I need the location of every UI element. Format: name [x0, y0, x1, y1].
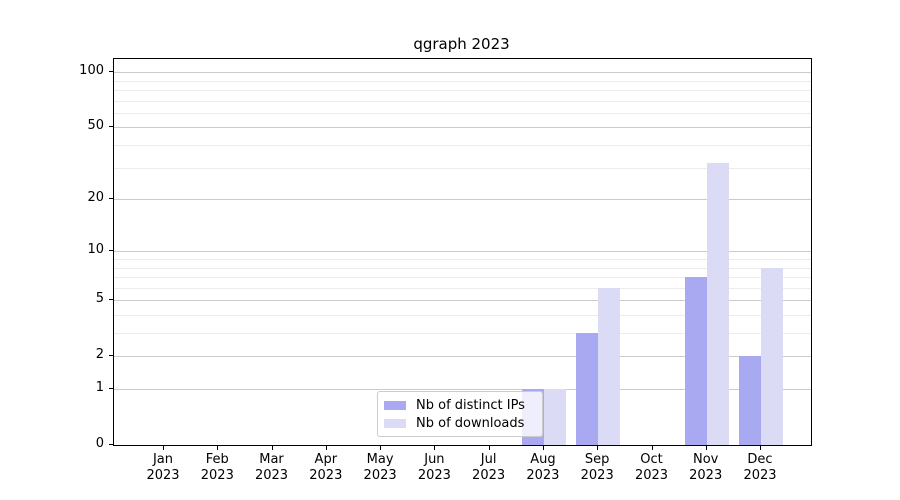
- gridline-minor: [114, 113, 811, 114]
- x-axis-tick-label: Apr 2023: [296, 452, 356, 484]
- y-axis-tick-label: 1: [95, 380, 104, 395]
- x-axis-tick-label: Oct 2023: [622, 452, 682, 484]
- legend-item-downloads: Nb of downloads: [384, 414, 536, 432]
- x-axis-tick-year: 2023: [472, 468, 506, 483]
- gridline-major: [114, 300, 811, 302]
- bar-distinct-ips: [684, 277, 707, 445]
- legend-label-distinct-ips: Nb of distinct IPs: [416, 397, 525, 413]
- y-axis-tick-label: 2: [95, 347, 104, 363]
- legend-swatch-distinct-ips-icon: [384, 400, 406, 410]
- x-axis-tick-label: Jun 2023: [404, 452, 464, 484]
- gridline-minor: [114, 267, 811, 269]
- x-axis-tick-label: Aug 2023: [513, 452, 573, 484]
- gridline-major: [114, 72, 811, 74]
- bar-distinct-ips: [576, 333, 599, 445]
- gridline-major: [114, 356, 811, 358]
- bar-downloads: [706, 162, 729, 445]
- x-axis-tick: [597, 446, 599, 450]
- x-axis-tick: [271, 446, 273, 450]
- x-axis-tick-label: Jul 2023: [459, 452, 519, 484]
- x-axis-tick: [651, 446, 653, 450]
- bar-downloads: [543, 389, 566, 445]
- x-axis-tick-year: 2023: [417, 468, 451, 483]
- x-axis-tick-year: 2023: [689, 468, 723, 483]
- y-axis-tick: [109, 71, 113, 73]
- x-axis-tick-year: 2023: [743, 468, 777, 483]
- gridline-minor: [114, 90, 811, 92]
- gridline-minor: [114, 315, 811, 316]
- legend-swatch-downloads-icon: [384, 418, 406, 428]
- x-axis-tick-year: 2023: [580, 468, 614, 483]
- x-axis-tick: [380, 446, 382, 450]
- x-axis-tick-label: Dec 2023: [730, 452, 790, 484]
- x-axis-tick: [542, 446, 544, 450]
- gridline-minor: [114, 333, 811, 334]
- y-axis-tick: [109, 126, 113, 128]
- x-axis-tick-label: Mar 2023: [242, 452, 302, 484]
- gridline-minor: [114, 277, 811, 278]
- x-axis-tick-year: 2023: [634, 468, 669, 483]
- x-axis-tick: [760, 446, 761, 450]
- x-axis-tick: [325, 446, 327, 450]
- x-axis-tick-label: Jan 2023: [133, 452, 193, 484]
- plot-area: [113, 58, 812, 446]
- x-axis-tick-year: 2023: [363, 468, 397, 483]
- x-axis-tick-label: Sep 2023: [567, 452, 627, 484]
- legend-item-distinct-ips: Nb of distinct IPs: [384, 396, 536, 414]
- x-axis-tick: [488, 446, 490, 450]
- x-axis-tick-year: 2023: [526, 468, 560, 483]
- y-axis-tick: [109, 299, 113, 301]
- legend: Nb of distinct IPs Nb of downloads: [377, 391, 543, 437]
- gridline-major: [114, 389, 811, 390]
- gridline-minor: [114, 100, 811, 102]
- x-axis-tick-label: Feb 2023: [187, 452, 247, 484]
- bar-downloads: [761, 267, 783, 445]
- y-axis-tick: [109, 355, 113, 357]
- gridline-minor: [114, 145, 811, 147]
- x-axis-tick-year: 2023: [254, 468, 289, 483]
- x-axis-tick-label: May 2023: [350, 452, 410, 484]
- x-axis-tick: [434, 446, 436, 450]
- y-axis-tick-label: 50: [87, 118, 104, 134]
- bar-distinct-ips: [739, 356, 761, 445]
- y-axis-tick-label: 5: [95, 291, 104, 307]
- x-axis-tick: [217, 446, 219, 450]
- gridline-minor: [114, 80, 811, 82]
- x-axis-tick-year: 2023: [309, 468, 343, 483]
- y-axis-tick: [109, 198, 113, 200]
- gridline-major: [114, 199, 811, 201]
- bar-downloads: [598, 287, 621, 445]
- x-axis-tick: [705, 446, 707, 450]
- y-axis-tick-label: 10: [87, 242, 104, 258]
- chart-title: qgraph 2023: [413, 35, 510, 53]
- gridline-major: [114, 251, 811, 253]
- y-axis-tick-label: 100: [79, 63, 104, 79]
- x-axis-tick-label: Nov 2023: [676, 452, 736, 484]
- gridline-major: [114, 127, 811, 129]
- y-axis-tick: [109, 250, 113, 252]
- gridline-minor: [114, 167, 811, 169]
- y-axis-tick: [109, 444, 113, 445]
- x-axis-tick: [163, 446, 164, 450]
- gridline-minor: [114, 259, 811, 260]
- y-axis-tick-label: 20: [87, 190, 104, 206]
- legend-label-downloads: Nb of downloads: [416, 415, 525, 431]
- y-axis-tick-label: 0: [95, 436, 104, 451]
- x-axis-tick-year: 2023: [200, 468, 234, 483]
- x-axis-tick-year: 2023: [146, 468, 180, 483]
- gridline-minor: [114, 287, 811, 289]
- y-axis-tick: [109, 388, 113, 389]
